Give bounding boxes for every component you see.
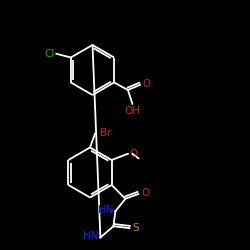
Text: O: O (129, 149, 138, 159)
Text: HN: HN (83, 231, 98, 241)
Text: Cl: Cl (45, 49, 55, 59)
Text: O: O (141, 188, 150, 198)
Text: HN: HN (98, 205, 114, 215)
Text: OH: OH (124, 106, 140, 116)
Text: Br: Br (100, 128, 112, 138)
Text: S: S (132, 223, 139, 233)
Text: O: O (142, 79, 151, 89)
